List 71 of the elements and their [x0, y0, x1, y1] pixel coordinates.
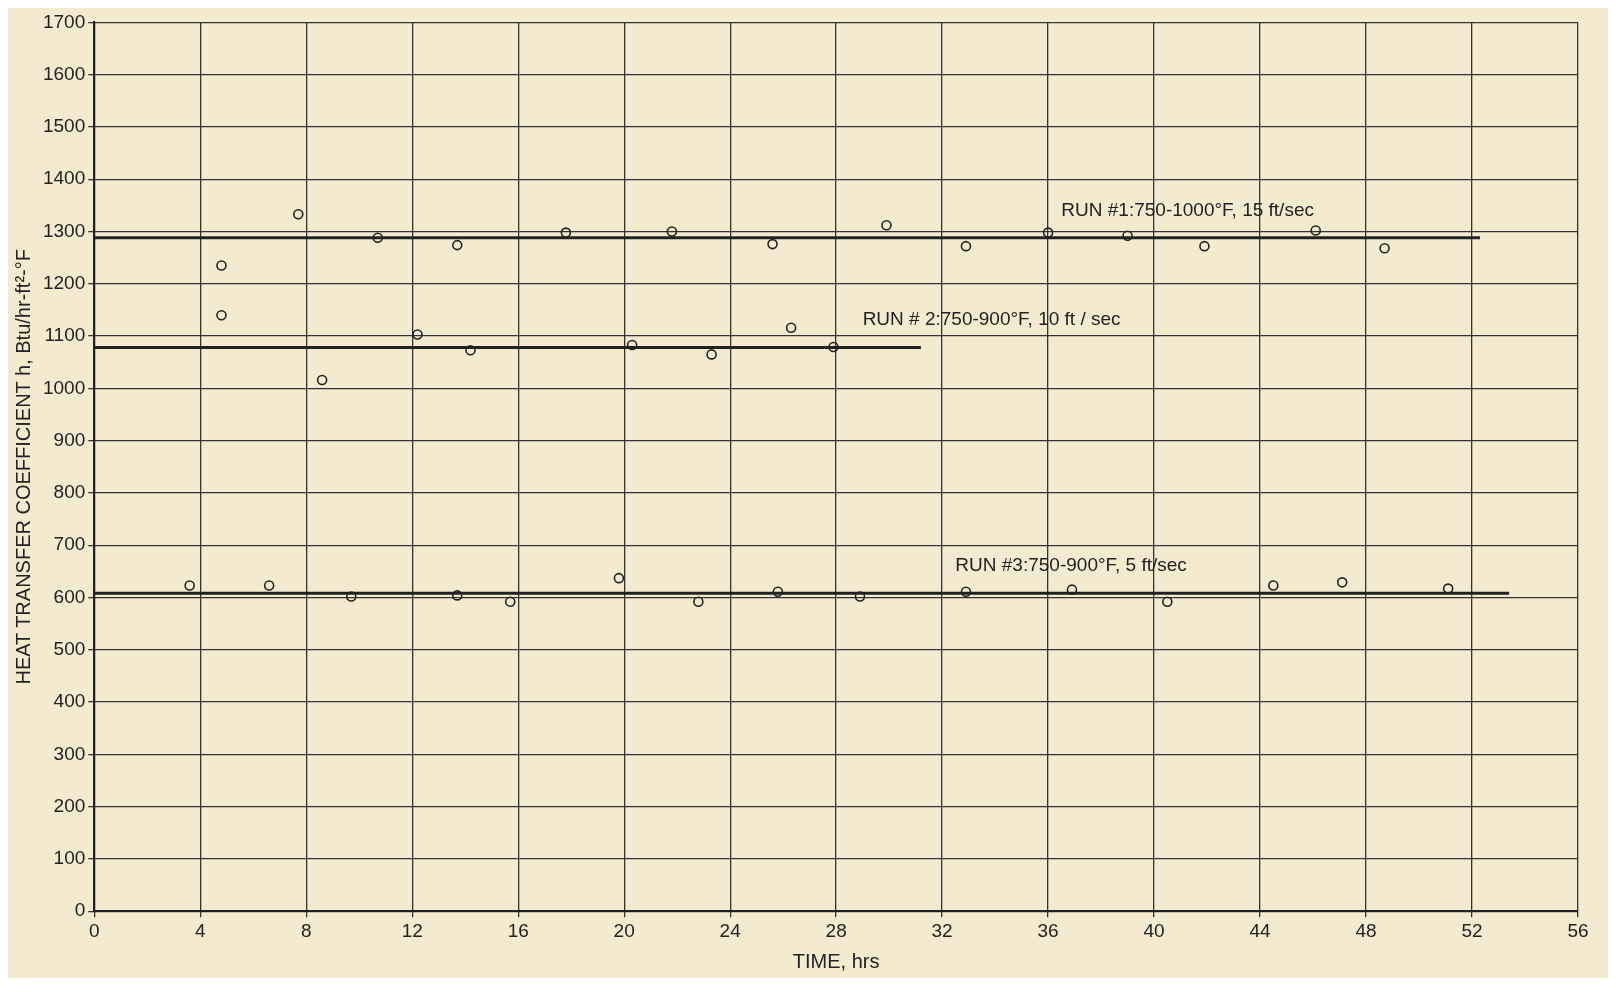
point: [1199, 240, 1210, 252]
y-axis-title: HEAT TRANSFER COEFFICIENT h, Btu/hr-ft²-°F: [11, 249, 34, 685]
point: [1122, 230, 1133, 242]
x-tick-label: 56: [1567, 919, 1589, 941]
x-tick-label: 16: [507, 919, 529, 941]
point: [504, 596, 516, 607]
point: [1066, 584, 1078, 595]
point: [451, 239, 463, 251]
point: [772, 586, 784, 598]
point: [881, 219, 892, 231]
y-tick-label: 500: [53, 638, 86, 660]
x-tick-label: 32: [931, 919, 953, 941]
point: [1310, 225, 1321, 236]
point: [1336, 577, 1348, 588]
x-tick-label: 28: [825, 919, 847, 941]
x-tick-label: 44: [1249, 919, 1272, 941]
point: [1268, 580, 1279, 591]
point: [613, 572, 625, 584]
y-tick-label: 300: [53, 742, 86, 764]
point: [1162, 596, 1173, 607]
y-tick-label: 0: [74, 899, 86, 921]
y-tick-label: 100: [53, 847, 86, 869]
y-tick-label: 900: [53, 428, 86, 450]
x-tick-label: 36: [1037, 919, 1059, 941]
point: [292, 208, 304, 220]
point: [451, 590, 463, 601]
y-tick-label: 200: [53, 794, 86, 816]
x-tick-label: 52: [1461, 919, 1483, 941]
y-tick-label: 1700: [42, 10, 86, 32]
y-tick-label: 1500: [42, 115, 86, 137]
x-axis-title: TIME, hrs: [792, 949, 880, 972]
point: [1042, 227, 1054, 238]
point: [960, 240, 972, 252]
x-tick-label: 48: [1355, 919, 1377, 941]
x-tick-label: 12: [401, 919, 423, 941]
point: [412, 329, 423, 340]
y-tick-label: 1300: [42, 219, 86, 241]
y-tick-label: 800: [53, 481, 86, 503]
point: [1379, 242, 1390, 254]
point: [785, 322, 797, 334]
y-tick-label: 700: [53, 533, 86, 555]
point: [560, 227, 572, 238]
point: [666, 226, 678, 237]
point: [960, 586, 972, 598]
y-tick-label: 1200: [42, 272, 86, 294]
point: [854, 591, 866, 602]
point: [216, 309, 227, 321]
x-tick-label: 20: [613, 919, 635, 941]
x-tick-label: 8: [300, 919, 312, 941]
point: [263, 580, 275, 591]
point: [626, 339, 638, 351]
point: [216, 260, 227, 271]
x-tick-label: 0: [88, 919, 100, 941]
point: [184, 580, 195, 591]
y-tick-label: 400: [53, 690, 86, 712]
x-tick-label: 24: [719, 919, 742, 941]
y-tick-label: 1100: [44, 324, 86, 346]
point: [706, 349, 717, 360]
y-tick-label: 1600: [42, 62, 86, 84]
point: [828, 341, 839, 353]
point: [465, 344, 476, 356]
point: [693, 596, 704, 607]
y-tick-label: 1000: [42, 376, 86, 398]
point: [372, 232, 384, 244]
y-tick-label: 1400: [42, 167, 86, 189]
x-tick-label: 40: [1143, 919, 1165, 941]
point: [767, 238, 778, 250]
point: [316, 374, 328, 386]
x-tick-label: 4: [194, 919, 206, 941]
y-tick-label: 600: [53, 585, 86, 607]
point: [345, 591, 357, 602]
